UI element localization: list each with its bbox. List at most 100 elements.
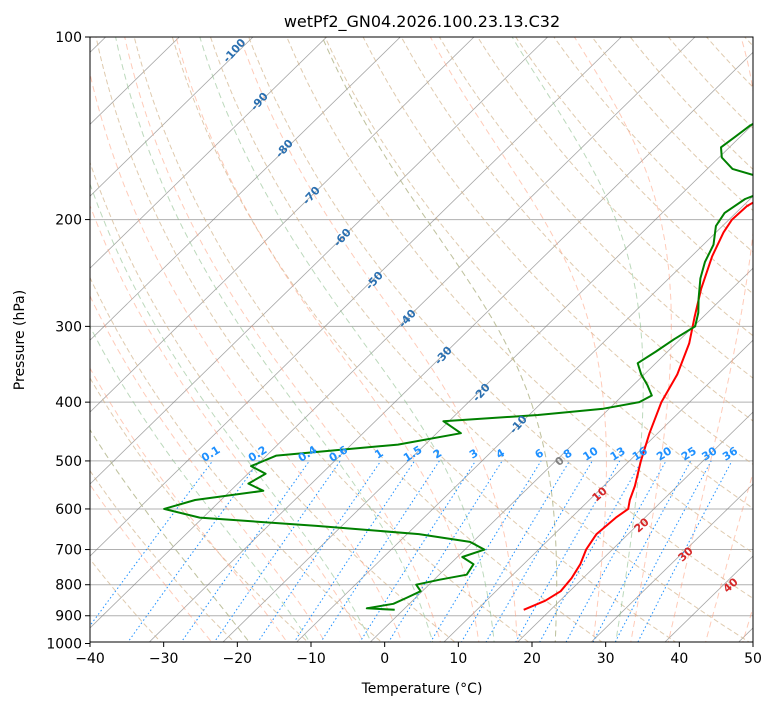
dry-adiabat-line <box>706 37 753 88</box>
mixing-ratio-line <box>180 460 310 642</box>
theta-label: -50 <box>363 269 386 293</box>
dry-adiabat-line <box>248 37 753 599</box>
theta-e-line <box>667 37 753 642</box>
moist-adiabat-line <box>90 325 311 642</box>
dry-adiabat-line <box>95 37 530 642</box>
theta-e-line <box>321 37 558 642</box>
dry-adiabat-line <box>629 37 753 170</box>
theta-e-line <box>239 37 518 642</box>
y-tick-label: 300 <box>55 319 82 335</box>
mixing-ratio-line <box>388 460 503 642</box>
y-tick-label: 600 <box>55 502 82 518</box>
isotherm-line <box>591 483 753 642</box>
theta-e-label: 10 <box>590 484 610 504</box>
moist-adiabat-line <box>199 37 495 642</box>
plot-series <box>163 122 753 611</box>
theta-e-line <box>90 428 250 642</box>
dry-adiabat-line <box>90 161 456 642</box>
isotherm-line <box>90 37 401 341</box>
x-tick-label: −20 <box>223 651 253 667</box>
mixing-ratio-line <box>127 460 260 642</box>
mixing-ratio-line <box>515 460 621 642</box>
x-tick-label: −10 <box>296 651 326 667</box>
mixing-ratio-line <box>257 460 382 642</box>
dewpoint-profile-line <box>163 122 753 611</box>
theta-e-line <box>90 71 403 642</box>
mixing-ratio-line <box>592 460 692 642</box>
isotherm-line <box>90 37 548 485</box>
x-axis-ticks: −40 −30 −20 −10 0 10 20 30 40 50 <box>75 642 762 667</box>
y-tick-label: 200 <box>55 213 82 229</box>
mixing-ratio-label: 3 <box>467 446 480 461</box>
isotherm-line <box>443 339 753 642</box>
dry-adiabat-line <box>90 377 309 642</box>
x-tick-label: 40 <box>670 651 688 667</box>
mixing-ratio-label: 0.2 <box>246 443 269 464</box>
y-tick-label: 1000 <box>46 637 82 653</box>
dry-adiabat-line <box>171 37 677 642</box>
isotherm-line <box>370 267 753 642</box>
x-tick-label: 0 <box>380 651 389 667</box>
theta-e-line <box>90 204 364 642</box>
theta-e-label: 20 <box>632 515 652 535</box>
moist-adiabat-line <box>90 428 250 642</box>
isotherm-line <box>90 37 327 269</box>
dry-adiabat-line <box>553 37 753 253</box>
theta-e-line <box>429 37 607 642</box>
x-axis-label: Temperature (°C) <box>361 681 483 697</box>
x-tick-label: 10 <box>449 651 467 667</box>
x-tick-label: −40 <box>75 651 105 667</box>
theta-e-label: 40 <box>721 575 741 595</box>
isotherm-line <box>90 37 254 197</box>
y-tick-label: 900 <box>55 609 82 625</box>
temperature-profile-line <box>523 201 753 611</box>
theta-label: -90 <box>248 90 271 114</box>
mixing-ratio-line <box>430 460 542 642</box>
theta-e-line <box>705 471 753 642</box>
mixing-ratio-line <box>293 460 416 642</box>
mixing-ratio-line <box>637 460 733 642</box>
theta-e-line <box>90 483 213 642</box>
theta-e-line <box>175 37 480 642</box>
isotherm-line <box>296 195 753 642</box>
chart-title: wetPf2_GN04.2026.100.23.13.C32 <box>284 12 560 32</box>
mixing-ratio-line <box>320 460 440 642</box>
isotherm-line <box>149 51 753 642</box>
dry-adiabat-line <box>744 37 753 47</box>
dry-adiabat-line <box>477 37 753 337</box>
mixing-ratio-label: 8 <box>561 446 574 461</box>
plot-line-labels: 0.1 0.2 0.4 0.6 1 1.5 2 3 4 6 8 10 13 16 20 25 30 36-100-… <box>199 37 741 595</box>
mixing-ratio-line <box>614 460 712 642</box>
plot-grid <box>90 37 753 642</box>
dry-adiabat-line <box>210 37 751 642</box>
mixing-ratio-line <box>460 460 571 642</box>
x-tick-label: 50 <box>744 651 762 667</box>
x-tick-label: 20 <box>523 651 541 667</box>
mixing-ratio-line <box>565 460 667 642</box>
isotherm-line <box>90 37 475 413</box>
y-axis-label: Pressure (hPa) <box>12 290 28 390</box>
y-axis-ticks: 100 200 300 400 500 600 700 800 900 1000 <box>46 30 90 653</box>
theta-label: -20 <box>470 381 493 405</box>
moist-adiabat-line <box>115 37 434 642</box>
mixing-ratio-label: 4 <box>494 446 508 461</box>
isotherm-line <box>738 627 753 642</box>
theta-e-line <box>573 37 672 642</box>
mixing-ratio-label: 2 <box>431 446 444 461</box>
mixing-ratio-line <box>539 460 643 642</box>
plot-frame <box>89 36 754 643</box>
y-tick-label: 800 <box>55 578 82 594</box>
y-tick-label: 700 <box>55 543 82 559</box>
theta-label: -80 <box>273 137 296 161</box>
moist-adiabat-line <box>90 182 372 642</box>
x-tick-label: −30 <box>149 651 179 667</box>
mixing-ratio-line <box>485 460 593 642</box>
isotherm-line <box>222 123 753 642</box>
dry-adiabat-line <box>90 469 235 642</box>
moist-adiabat-line <box>321 37 558 642</box>
dry-adiabat-line <box>438 37 753 379</box>
isotherm-line <box>90 37 696 629</box>
y-tick-label: 400 <box>55 395 82 411</box>
